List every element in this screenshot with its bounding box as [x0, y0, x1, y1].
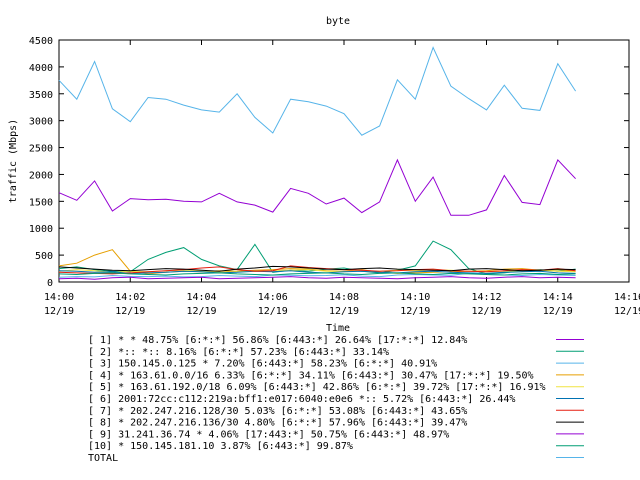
legend-label: [10] * 150.145.181.10 3.87% [6:443:*] 99…: [88, 441, 353, 452]
legend-label: [ 1] * * 48.75% [6:*:*] 56.86% [6:443:*]…: [88, 335, 467, 346]
x-tick-label: 14:08: [329, 292, 359, 303]
legend-label: TOTAL: [88, 453, 118, 464]
legend-label: [ 7] * 202.247.216.128/30 5.03% [6:*:*] …: [88, 406, 467, 417]
y-tick-label: 1000: [29, 224, 53, 235]
x-tick-label: 14:06: [258, 292, 288, 303]
series-line-9: [58, 276, 576, 280]
x-axis-label: Time: [326, 323, 350, 334]
x-tick-date-label: 12/19: [115, 306, 145, 317]
y-tick-label: 4000: [29, 63, 53, 74]
x-tick-label: 14:12: [471, 292, 501, 303]
x-tick-date-label: 12/19: [614, 306, 640, 317]
series-line-6: [58, 270, 576, 274]
chart-title: byte: [326, 16, 350, 27]
series-line-11: [58, 46, 577, 136]
x-tick-label: 14:16: [614, 292, 640, 303]
x-tick-date-label: 12/19: [44, 306, 74, 317]
y-tick-label: 0: [47, 278, 53, 289]
y-axis-ticks: 0 500 1000 1500 2000 2500 3000 3500 4000 4500: [29, 36, 629, 289]
x-tick-label: 14:10: [400, 292, 430, 303]
legend-label: [ 5] * 163.61.192.0/18 6.09% [6:443:*] 4…: [88, 382, 546, 393]
legend-label: [ 9] 31.241.36.74 * 4.06% [17:443:*] 50.…: [88, 429, 449, 440]
legend-label: [ 2] *:: *:: 8.16% [6:*:*] 57.23% [6:443…: [88, 347, 389, 358]
y-tick-label: 1500: [29, 197, 53, 208]
legend-label: [ 6] 2001:72cc:c112:219a:bff1:e017:6040:…: [88, 394, 515, 405]
y-tick-label: 3500: [29, 90, 53, 101]
legend-label: [ 3] 150.145.0.125 * 7.20% [6:443:*] 58.…: [88, 359, 437, 370]
x-tick-label: 14:00: [44, 292, 74, 303]
x-tick-label: 14:04: [186, 292, 216, 303]
legend: [ 1] * * 48.75% [6:*:*] 56.86% [6:443:*]…: [88, 335, 584, 464]
x-tick-label: 14:14: [543, 292, 573, 303]
series-line-8: [58, 265, 576, 272]
y-tick-label: 4500: [29, 36, 53, 47]
y-tick-label: 2500: [29, 144, 53, 155]
legend-label: [ 4] * 163.61.0.0/16 6.33% [6:*:*] 34.11…: [88, 370, 534, 381]
series-line-1: [58, 158, 576, 216]
y-tick-label: 500: [35, 251, 53, 262]
x-tick-date-label: 12/19: [400, 306, 430, 317]
y-axis-label: traffic (Mbps): [8, 119, 19, 203]
x-tick-date-label: 12/19: [543, 306, 573, 317]
x-tick-date-label: 12/19: [329, 306, 359, 317]
y-tick-label: 2000: [29, 170, 53, 181]
x-tick-label: 14:02: [115, 292, 145, 303]
x-tick-date-label: 12/19: [258, 306, 288, 317]
series-lines: [58, 46, 577, 280]
x-tick-date-label: 12/19: [471, 306, 501, 317]
x-tick-date-label: 12/19: [186, 306, 216, 317]
legend-label: [ 8] * 202.247.216.136/30 4.80% [6:*:*] …: [88, 418, 467, 429]
plot-frame: [58, 39, 630, 283]
series-line-10: [58, 272, 576, 276]
y-tick-label: 3000: [29, 117, 53, 128]
x-axis-ticks: 14:00 12/19 14:02 12/19 14:04 12/19 14:06 12/19…: [44, 40, 640, 317]
